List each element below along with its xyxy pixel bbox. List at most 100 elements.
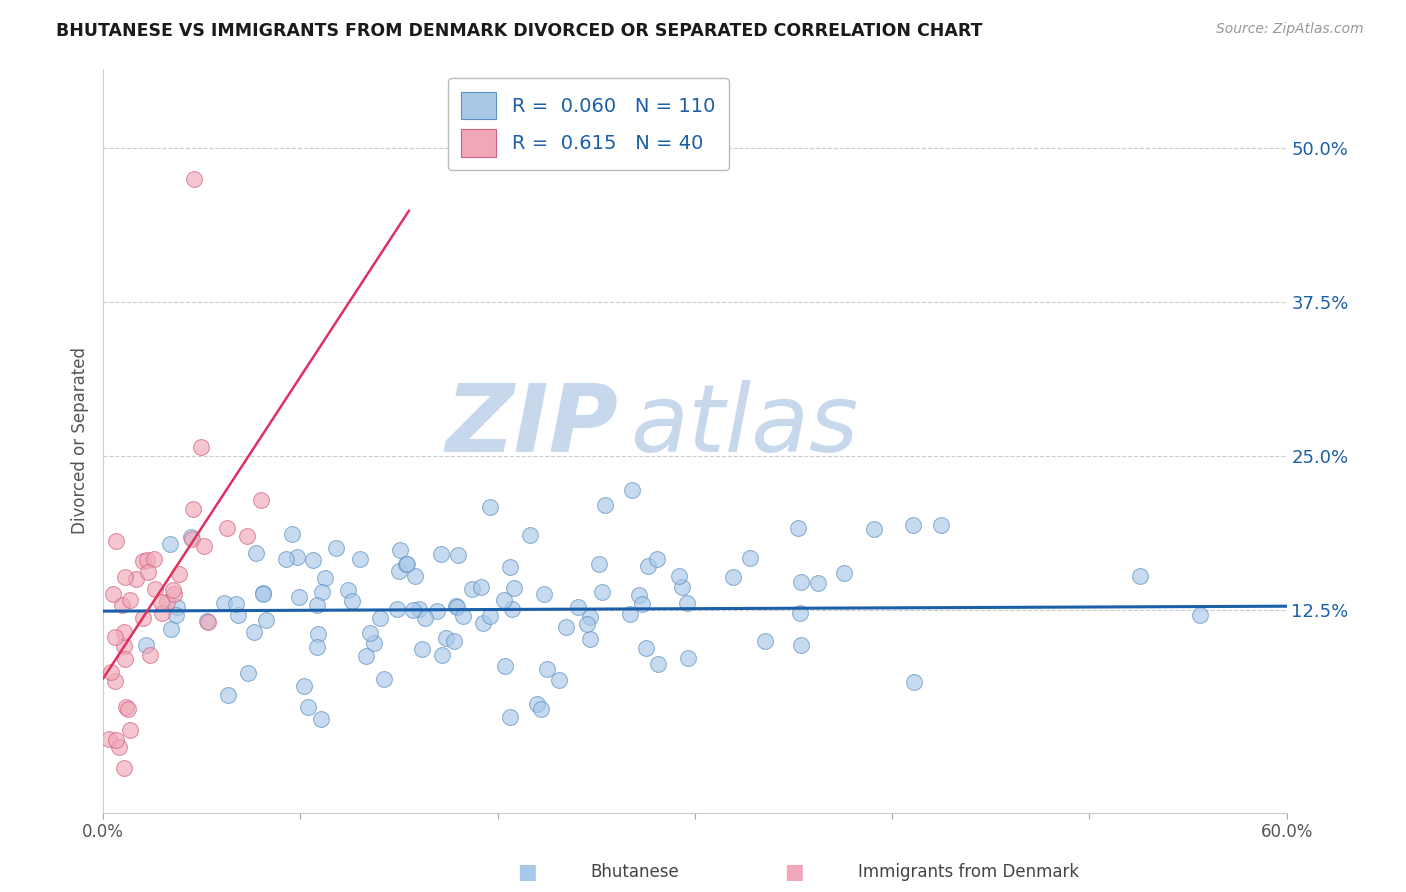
Point <box>402 603 425 617</box>
Point <box>236 529 259 543</box>
Text: ■: ■ <box>785 863 804 882</box>
Point <box>135 553 157 567</box>
Point <box>195 614 218 628</box>
Point <box>325 541 347 556</box>
Point <box>297 700 319 714</box>
Point <box>388 542 411 557</box>
Point <box>579 632 602 647</box>
Point <box>519 527 541 541</box>
Text: atlas: atlas <box>630 380 858 471</box>
Point <box>98 731 121 746</box>
Point <box>117 702 139 716</box>
Point <box>575 617 598 632</box>
Point <box>668 569 690 583</box>
Point <box>370 610 392 624</box>
Point <box>834 566 856 581</box>
Point <box>676 650 699 665</box>
Point <box>447 548 470 562</box>
Point <box>621 483 644 497</box>
Point <box>112 624 135 639</box>
Point <box>152 607 174 621</box>
Point <box>494 659 516 673</box>
Point <box>411 641 433 656</box>
Text: Immigrants from Denmark: Immigrants from Denmark <box>858 863 1078 881</box>
Point <box>1189 607 1212 622</box>
Point <box>136 565 159 579</box>
Point <box>388 564 411 578</box>
Point <box>165 608 187 623</box>
Point <box>252 587 274 601</box>
Point <box>314 571 336 585</box>
Point <box>336 582 359 597</box>
Point <box>120 723 142 738</box>
Point <box>499 710 522 724</box>
Point <box>554 620 576 634</box>
Point <box>107 739 129 754</box>
Point <box>309 712 332 726</box>
Point <box>132 611 155 625</box>
Point <box>252 586 274 600</box>
Point <box>567 600 589 615</box>
Point <box>135 638 157 652</box>
Point <box>226 607 249 622</box>
Point <box>903 675 925 690</box>
Point <box>183 172 205 186</box>
Point <box>190 440 212 454</box>
Point <box>790 638 813 652</box>
Point <box>243 624 266 639</box>
Point <box>139 648 162 662</box>
Point <box>342 593 364 607</box>
Point <box>181 532 204 546</box>
Point <box>236 665 259 680</box>
Point <box>1129 568 1152 582</box>
Text: BHUTANESE VS IMMIGRANTS FROM DENMARK DIVORCED OR SEPARATED CORRELATION CHART: BHUTANESE VS IMMIGRANTS FROM DENMARK DIV… <box>56 22 983 40</box>
Point <box>721 570 744 584</box>
Point <box>180 530 202 544</box>
Point <box>162 582 184 597</box>
Point <box>413 610 436 624</box>
Point <box>790 574 813 589</box>
Point <box>101 587 124 601</box>
Point <box>166 600 188 615</box>
Point <box>436 631 458 645</box>
Point <box>302 552 325 566</box>
Point <box>149 595 172 609</box>
Point <box>453 608 475 623</box>
Text: Bhutanese: Bhutanese <box>591 863 679 881</box>
Point <box>929 517 952 532</box>
Point <box>114 761 136 775</box>
Point <box>118 593 141 607</box>
Point <box>636 641 658 656</box>
Point <box>114 652 136 666</box>
Point <box>307 640 329 654</box>
Point <box>637 558 659 573</box>
Point <box>159 537 181 551</box>
Point <box>311 584 333 599</box>
Point <box>114 640 136 654</box>
Point <box>460 582 482 596</box>
Point <box>167 566 190 581</box>
Legend: R =  0.060   N = 110, R =  0.615   N = 40: R = 0.060 N = 110, R = 0.615 N = 40 <box>447 78 728 170</box>
Point <box>114 570 136 584</box>
Point <box>479 500 502 514</box>
Point <box>105 533 128 548</box>
Point <box>288 590 311 604</box>
Point <box>287 549 309 564</box>
Point <box>104 630 127 644</box>
Point <box>789 607 811 621</box>
Point <box>429 547 451 561</box>
Point <box>305 598 328 612</box>
Point <box>215 521 238 535</box>
Point <box>619 607 641 621</box>
Point <box>197 615 219 629</box>
Point <box>627 588 650 602</box>
Point <box>470 580 492 594</box>
Point <box>432 648 454 662</box>
Point <box>444 599 467 614</box>
Point <box>217 688 239 702</box>
Point <box>373 672 395 686</box>
Point <box>530 702 553 716</box>
Point <box>115 699 138 714</box>
Point <box>104 673 127 688</box>
Point <box>245 546 267 560</box>
